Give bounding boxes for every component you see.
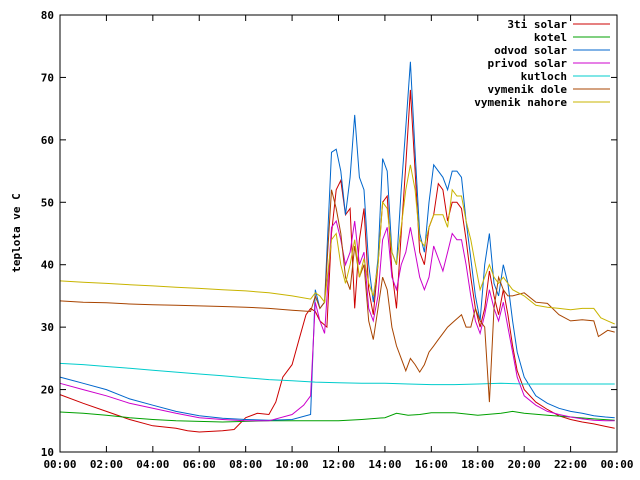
series-line-privod-solar [59, 219, 615, 422]
legend-label: privod solar [488, 57, 568, 70]
series-line-kutloch [59, 362, 615, 386]
legend-label: vymenik dole [488, 83, 568, 96]
x-tick-label: 00:00 [600, 458, 633, 471]
y-tick-label: 10 [41, 446, 54, 459]
legend-label: odvod solar [494, 44, 567, 57]
legend-label: kutloch [521, 70, 567, 83]
y-tick-label: 30 [41, 321, 54, 334]
x-axis-ticks: 00:00 02:00 04:00 06:00 08:00 10:00 12:00 14:00… [43, 15, 634, 471]
x-tick-label: 04:00 [136, 458, 169, 471]
series-line-vymenik-nahore [59, 164, 615, 325]
x-tick-label: 18:00 [461, 458, 494, 471]
x-tick-label: 12:00 [322, 458, 355, 471]
x-tick-label: 00:00 [43, 458, 76, 471]
plot-frame [59, 14, 618, 453]
series-line-3ti-solar [59, 89, 615, 433]
series-lines [59, 61, 615, 433]
x-tick-label: 20:00 [508, 458, 541, 471]
x-tick-label: 22:00 [554, 458, 587, 471]
y-tick-label: 50 [41, 196, 54, 209]
legend-label: kotel [534, 31, 567, 44]
x-tick-label: 08:00 [229, 458, 262, 471]
x-tick-label: 02:00 [90, 458, 123, 471]
x-tick-label: 16:00 [415, 458, 448, 471]
y-tick-label: 80 [41, 9, 54, 22]
series-line-vymenik-dole [59, 189, 615, 403]
legend-label: vymenik nahore [474, 96, 567, 109]
y-axis-label: teplota ve C [10, 193, 23, 272]
x-tick-label: 10:00 [276, 458, 309, 471]
x-tick-label: 06:00 [183, 458, 216, 471]
y-tick-label: 40 [41, 259, 54, 272]
y-tick-label: 70 [41, 71, 54, 84]
y-tick-label: 20 [41, 384, 54, 397]
series-line-kotel [59, 410, 615, 423]
legend-label: 3ti solar [507, 18, 567, 31]
x-tick-label: 14:00 [368, 458, 401, 471]
y-tick-label: 60 [41, 134, 54, 147]
